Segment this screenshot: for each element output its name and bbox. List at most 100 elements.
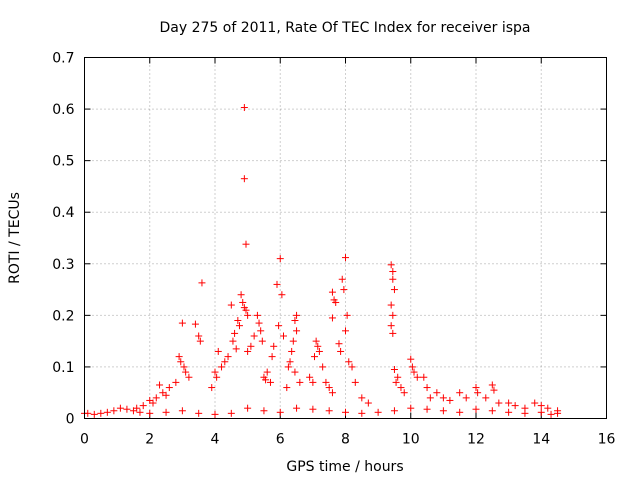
y-tick-label: 0.2 bbox=[52, 308, 74, 324]
data-point bbox=[244, 347, 252, 355]
data-point bbox=[306, 373, 314, 381]
data-point bbox=[97, 409, 105, 417]
data-point bbox=[242, 240, 250, 248]
data-point bbox=[342, 408, 349, 416]
data-point bbox=[263, 368, 271, 376]
data-point bbox=[178, 407, 186, 415]
data-point bbox=[423, 384, 431, 392]
data-point bbox=[446, 396, 454, 404]
y-tick-label: 0.7 bbox=[52, 51, 74, 67]
data-point bbox=[276, 255, 284, 263]
data-point bbox=[482, 394, 490, 402]
data-point bbox=[255, 319, 263, 327]
data-point bbox=[392, 378, 400, 386]
data-point bbox=[505, 408, 513, 416]
data-point bbox=[456, 408, 464, 416]
data-point bbox=[358, 409, 366, 417]
data-point bbox=[172, 378, 180, 386]
data-point bbox=[531, 399, 539, 407]
data-point bbox=[472, 405, 480, 413]
data-point bbox=[407, 404, 415, 412]
data-point bbox=[239, 298, 247, 306]
x-axis-label: GPS time / hours bbox=[286, 459, 403, 475]
data-point bbox=[319, 363, 327, 371]
data-point bbox=[273, 280, 281, 288]
data-point bbox=[410, 368, 418, 376]
y-tick-label: 0.6 bbox=[52, 102, 74, 118]
data-point bbox=[490, 386, 498, 394]
data-point bbox=[280, 332, 288, 340]
data-point bbox=[291, 368, 299, 376]
data-point bbox=[397, 384, 405, 392]
data-point bbox=[90, 410, 98, 418]
data-point bbox=[311, 353, 319, 361]
data-point bbox=[156, 381, 164, 389]
data-point bbox=[495, 399, 503, 407]
data-point bbox=[309, 405, 317, 413]
data-point bbox=[211, 410, 219, 418]
data-point bbox=[390, 286, 398, 294]
data-point bbox=[328, 288, 336, 296]
data-point bbox=[296, 378, 304, 386]
data-point bbox=[278, 291, 286, 299]
data-point bbox=[253, 311, 261, 319]
data-point bbox=[547, 410, 555, 418]
data-point bbox=[195, 332, 203, 340]
data-point bbox=[240, 104, 248, 112]
data-point bbox=[342, 254, 349, 262]
y-axis-label: ROTI / TECUs bbox=[7, 192, 23, 284]
x-tick-label: 8 bbox=[341, 432, 350, 448]
data-point bbox=[472, 384, 480, 392]
data-point bbox=[266, 378, 274, 386]
data-point bbox=[240, 175, 248, 183]
data-point bbox=[224, 353, 232, 361]
data-point bbox=[286, 358, 294, 366]
data-point bbox=[322, 378, 330, 386]
data-point bbox=[289, 337, 297, 345]
data-point bbox=[351, 378, 359, 386]
data-point bbox=[139, 402, 147, 410]
data-point bbox=[208, 384, 216, 392]
data-point bbox=[340, 286, 348, 294]
data-point bbox=[394, 373, 402, 381]
data-point bbox=[262, 376, 270, 384]
y-tick-label: 0 bbox=[66, 412, 75, 428]
data-point bbox=[146, 409, 154, 417]
data-point bbox=[178, 319, 186, 327]
data-point bbox=[338, 275, 346, 283]
data-point bbox=[315, 347, 323, 355]
data-point bbox=[258, 337, 266, 345]
data-point bbox=[413, 373, 421, 381]
data-point bbox=[242, 306, 250, 314]
data-point bbox=[462, 394, 470, 402]
data-point bbox=[505, 399, 513, 407]
data-point bbox=[389, 268, 397, 276]
data-point bbox=[293, 311, 301, 319]
data-point bbox=[213, 373, 221, 381]
data-point bbox=[250, 332, 258, 340]
data-point bbox=[390, 366, 398, 374]
x-tick-label: 14 bbox=[532, 432, 550, 448]
data-point bbox=[165, 384, 173, 392]
data-point bbox=[84, 409, 92, 417]
y-tick-label: 0.4 bbox=[52, 205, 74, 221]
data-point bbox=[488, 407, 496, 415]
data-point bbox=[116, 404, 124, 412]
x-tick-label: 16 bbox=[598, 432, 616, 448]
y-tick-label: 0.5 bbox=[52, 154, 74, 170]
data-point bbox=[537, 402, 545, 410]
data-point bbox=[275, 322, 283, 330]
data-point bbox=[260, 407, 268, 415]
data-point bbox=[407, 355, 415, 363]
data-point bbox=[152, 394, 160, 402]
data-point bbox=[544, 404, 552, 412]
data-point bbox=[268, 353, 276, 361]
data-point bbox=[332, 298, 340, 306]
data-point bbox=[195, 409, 203, 417]
chart-title: Day 275 of 2011, Rate Of TEC Index for r… bbox=[159, 20, 530, 36]
data-point bbox=[136, 408, 144, 416]
data-point bbox=[358, 394, 366, 402]
data-point bbox=[257, 327, 265, 335]
data-point bbox=[420, 373, 428, 381]
data-point bbox=[537, 408, 545, 416]
